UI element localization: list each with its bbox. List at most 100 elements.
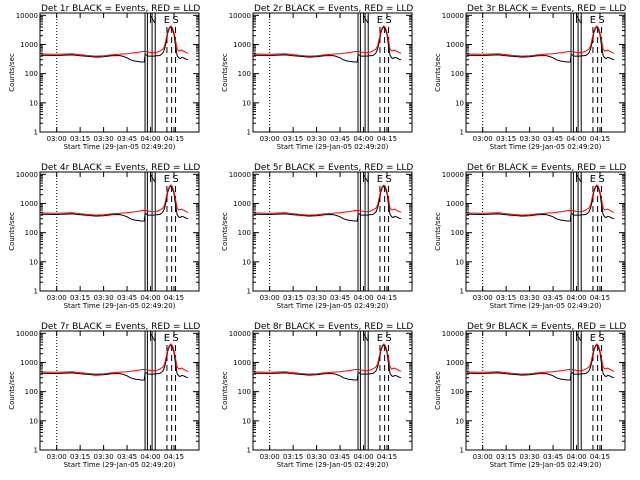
x-tick-label: 03:00 xyxy=(260,135,280,143)
y-tick-label: 10 xyxy=(455,417,464,425)
marker-label: N xyxy=(575,333,582,344)
marker-label: E xyxy=(377,174,383,185)
events-series-line xyxy=(40,26,189,63)
detector-panel: Det 9r BLACK = Events, RED = LLD 1 10 100 10… xyxy=(434,322,626,469)
plot-frame xyxy=(39,12,200,133)
plot-frame xyxy=(465,330,626,451)
y-tick-label: 10 xyxy=(29,417,38,425)
x-tick-label: 04:00 xyxy=(140,453,160,461)
x-tick-label: 03:15 xyxy=(283,453,303,461)
detector-panel: Det 4r BLACK = Events, RED = LLD 1 10 100 10… xyxy=(8,163,200,310)
detector-panel: Det 2r BLACK = Events, RED = LLD 1 10 100 10… xyxy=(221,4,413,151)
plot-frame xyxy=(252,330,413,451)
x-tick-label: 03:30 xyxy=(307,135,327,143)
y-axis-label: Counts/sec xyxy=(221,212,229,251)
x-tick-label: 03:15 xyxy=(70,453,90,461)
panel-title: Det 1r BLACK = Events, RED = LLD xyxy=(41,4,200,14)
panel-title: Det 7r BLACK = Events, RED = LLD xyxy=(41,322,200,332)
y-tick-label: 1 xyxy=(460,447,464,455)
x-tick-label: 03:30 xyxy=(520,453,540,461)
y-tick-label: 10000 xyxy=(16,12,38,20)
y-tick-label: 10000 xyxy=(442,12,464,20)
y-tick-label: 10000 xyxy=(229,12,251,20)
y-tick-label: 1000 xyxy=(20,41,38,49)
x-tick-label: 04:15 xyxy=(590,294,610,302)
y-tick-label: 10 xyxy=(29,99,38,107)
marker-label: S xyxy=(385,174,391,185)
x-tick-label: 04:15 xyxy=(164,453,184,461)
detector-panel: Det 1r BLACK = Events, RED = LLD 1 10 100 10… xyxy=(8,4,200,151)
y-tick-label: 100 xyxy=(25,70,38,78)
x-tick-label: 03:45 xyxy=(117,453,137,461)
y-tick-label: 10000 xyxy=(229,171,251,179)
marker-label: N xyxy=(149,174,156,185)
x-tick-label: 03:45 xyxy=(117,294,137,302)
y-tick-label: 1 xyxy=(460,129,464,137)
x-axis-label: Start Time (29-Jan-05 02:49:20) xyxy=(64,461,176,469)
y-tick-label: 1000 xyxy=(20,359,38,367)
x-tick-label: 03:30 xyxy=(94,135,114,143)
y-tick-label: 1 xyxy=(34,129,38,137)
x-axis-label: Start Time (29-Jan-05 02:49:20) xyxy=(277,461,389,469)
y-axis-label: Counts/sec xyxy=(221,371,229,410)
x-axis-label: Start Time (29-Jan-05 02:49:20) xyxy=(277,143,389,151)
x-tick-label: 03:45 xyxy=(330,453,350,461)
x-tick-label: 04:15 xyxy=(377,294,397,302)
y-tick-label: 10 xyxy=(242,417,251,425)
x-tick-label: 03:15 xyxy=(283,294,303,302)
y-axis-label: Counts/sec xyxy=(434,53,442,92)
y-tick-label: 10 xyxy=(242,99,251,107)
x-tick-label: 03:00 xyxy=(47,135,67,143)
marker-label: N xyxy=(149,15,156,26)
x-tick-label: 03:45 xyxy=(543,294,563,302)
events-series-line xyxy=(253,344,402,381)
y-tick-label: 100 xyxy=(451,229,464,237)
x-tick-label: 03:15 xyxy=(496,294,516,302)
lld-series-line xyxy=(40,343,189,375)
x-tick-label: 04:00 xyxy=(140,294,160,302)
x-tick-label: 03:15 xyxy=(70,135,90,143)
y-axis-label: Counts/sec xyxy=(221,53,229,92)
events-series-line xyxy=(253,185,402,222)
x-axis-label: Start Time (29-Jan-05 02:49:20) xyxy=(64,302,176,310)
y-tick-label: 1 xyxy=(34,288,38,296)
y-tick-label: 10 xyxy=(455,99,464,107)
x-tick-label: 03:00 xyxy=(473,135,493,143)
marker-label: N xyxy=(575,174,582,185)
marker-label: S xyxy=(598,15,604,26)
x-tick-label: 04:00 xyxy=(140,135,160,143)
x-tick-label: 03:30 xyxy=(520,294,540,302)
plot-frame xyxy=(465,171,626,292)
y-tick-label: 1000 xyxy=(233,359,251,367)
x-tick-label: 03:00 xyxy=(47,453,67,461)
events-series-line xyxy=(253,26,402,63)
events-series-line xyxy=(466,26,615,63)
detector-panel: Det 5r BLACK = Events, RED = LLD 1 10 100 10… xyxy=(221,163,413,310)
x-tick-label: 03:45 xyxy=(543,453,563,461)
panel-title: Det 6r BLACK = Events, RED = LLD xyxy=(467,163,626,173)
y-tick-label: 1000 xyxy=(446,359,464,367)
y-tick-label: 10000 xyxy=(442,171,464,179)
y-tick-label: 100 xyxy=(238,229,251,237)
x-tick-label: 03:45 xyxy=(543,135,563,143)
x-tick-label: 04:15 xyxy=(590,453,610,461)
x-tick-label: 04:15 xyxy=(377,453,397,461)
y-axis-label: Counts/sec xyxy=(8,212,16,251)
panel-title: Det 4r BLACK = Events, RED = LLD xyxy=(41,163,200,173)
x-tick-label: 03:00 xyxy=(260,294,280,302)
y-tick-label: 100 xyxy=(451,70,464,78)
x-tick-label: 03:30 xyxy=(520,135,540,143)
lld-series-line xyxy=(40,25,189,57)
marker-label: E xyxy=(377,333,383,344)
x-tick-label: 03:45 xyxy=(330,135,350,143)
marker-label: E xyxy=(590,174,596,185)
lld-series-line xyxy=(253,343,402,375)
detector-panel: Det 7r BLACK = Events, RED = LLD 1 10 100 10… xyxy=(8,322,200,469)
marker-label: S xyxy=(598,174,604,185)
marker-label: N xyxy=(149,333,156,344)
plot-frame xyxy=(252,171,413,292)
marker-label: E xyxy=(164,15,170,26)
plot-frame xyxy=(39,330,200,451)
y-axis-label: Counts/sec xyxy=(8,371,16,410)
